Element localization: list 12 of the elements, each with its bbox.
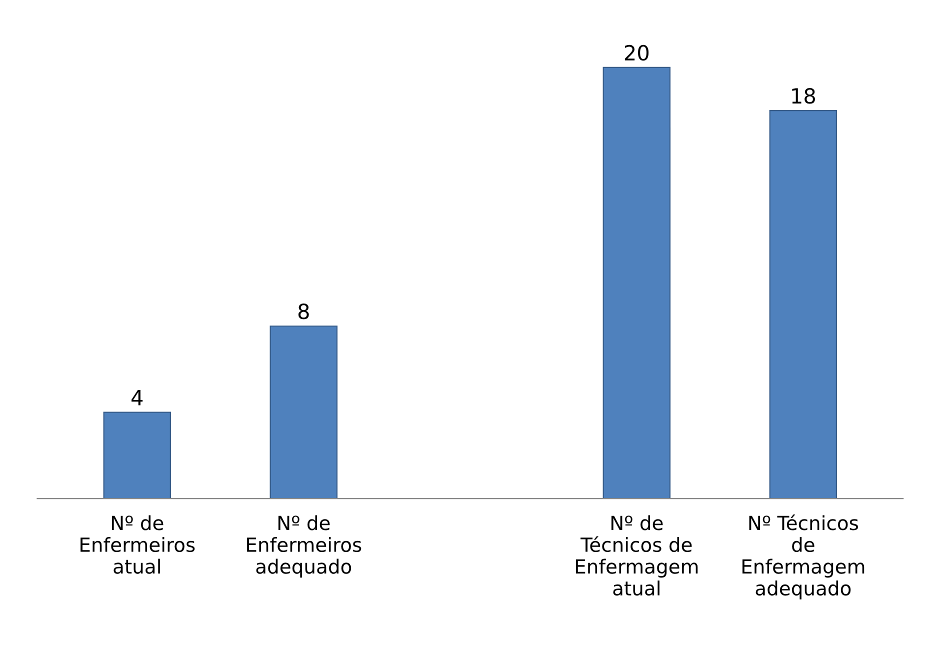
data-label: 8 [298,304,309,320]
bar [769,110,838,499]
x-tick-label: Nº Técnicos de Enfermagem adequado [742,514,864,600]
bar [602,66,671,499]
x-tick-label: Nº de Enfermeiros atual [80,515,195,574]
data-label: 4 [132,390,143,406]
x-tick-label: Nº de Enfermeiros adequado [247,515,362,578]
bar [103,412,171,499]
bar [270,326,338,499]
data-label: 20 [624,44,649,61]
x-tick-label: Nº de Técnicos de Enfermagem atual [576,515,698,596]
data-label: 18 [792,88,815,104]
